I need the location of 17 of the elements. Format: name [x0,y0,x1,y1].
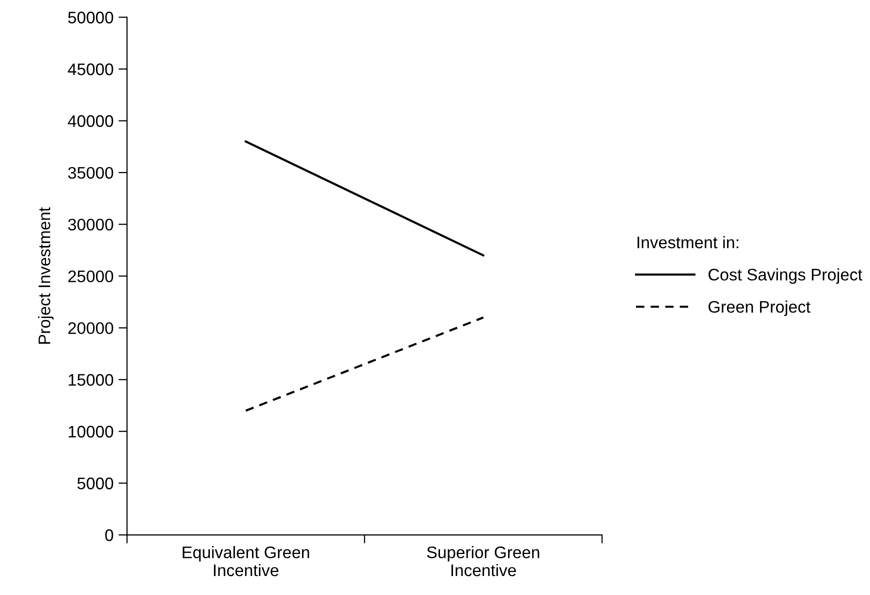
y-tick-label: 5000 [77,478,114,490]
legend-title: Investment in: [638,236,738,248]
y-tick-label: 0 [105,529,114,542]
y-tick-label: 15000 [68,374,114,386]
legend-label: Cost Savings Project [708,268,862,284]
y-tick-label: 30000 [68,218,114,231]
y-tick-label: 40000 [68,115,114,127]
y-tick-label: 45000 [68,63,114,76]
x-tick-label: Equivalent Green Incentive [182,546,310,576]
y-tick-label: 25000 [68,270,114,282]
y-tick-label: 35000 [68,166,114,179]
y-axis-title: Project Investment [38,207,54,344]
legend-label: Green Project [708,300,810,316]
y-tick-label: 10000 [68,426,114,438]
y-tick-label: 50000 [68,12,114,24]
y-tick-label: 20000 [68,322,114,334]
x-tick-label: Superior Green Incentive [427,546,540,576]
